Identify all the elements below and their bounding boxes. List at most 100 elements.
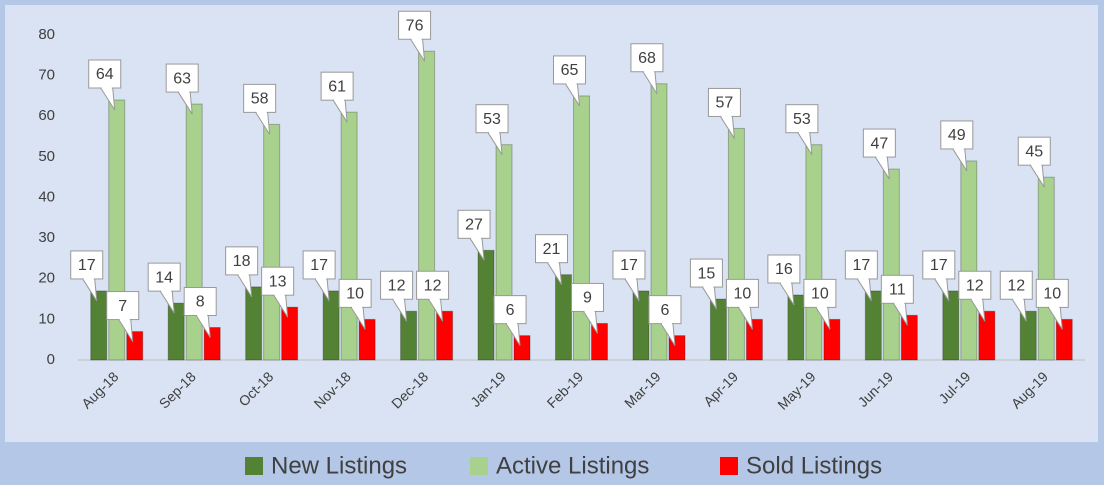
data-label: 17: [930, 257, 948, 274]
callout-box: [147, 262, 181, 292]
legend-swatch: [720, 457, 738, 475]
bar: [709, 298, 727, 361]
callout-pointer: [237, 274, 253, 298]
bar: [322, 290, 340, 361]
data-label: 12: [1007, 277, 1025, 294]
data-label: 13: [269, 273, 287, 290]
bar: [1037, 176, 1055, 361]
bar: [1019, 310, 1037, 361]
data-label: 61: [328, 78, 346, 95]
bar: [436, 310, 454, 361]
bar: [573, 95, 590, 361]
data-label: 17: [620, 257, 638, 274]
data-label: 76: [406, 17, 424, 34]
bar: [358, 318, 376, 361]
callout-box: [940, 120, 974, 150]
bar: [900, 314, 918, 361]
bar: [591, 322, 608, 361]
bar: [650, 83, 668, 361]
callout-box: [225, 246, 259, 276]
callout-pointer: [428, 298, 444, 322]
callout-pointer: [815, 307, 831, 330]
data-label: 6: [661, 302, 670, 319]
bar: [340, 111, 358, 361]
callout-pointer: [874, 156, 890, 180]
bar: [745, 318, 763, 361]
callout-pointer: [970, 298, 986, 322]
bar: [864, 290, 882, 361]
data-label: 12: [388, 277, 406, 294]
callout-pointer: [177, 91, 193, 115]
callout-pointer: [505, 323, 521, 346]
bar: [263, 123, 281, 361]
callout-pointer: [392, 298, 408, 322]
data-label: 8: [196, 294, 205, 311]
y-tick-label: 0: [47, 351, 55, 368]
callout-box: [612, 250, 646, 280]
bar: [281, 306, 299, 361]
callout-box: [416, 270, 450, 300]
legend-label: Sold Listings: [746, 452, 882, 479]
bar: [978, 310, 996, 361]
legend-swatch: [470, 457, 488, 475]
callout-pointer: [100, 87, 116, 111]
callout-pointer: [934, 278, 950, 302]
data-label: 49: [948, 127, 966, 144]
callout-box: [475, 104, 509, 134]
bar: [203, 327, 221, 361]
callout-pointer: [1011, 298, 1027, 322]
callout-pointer: [642, 71, 658, 95]
callout-pointer: [797, 132, 813, 155]
callout-pointer: [159, 290, 175, 314]
callout-box: [844, 250, 878, 280]
callout-pointer: [255, 112, 271, 135]
callout-box: [707, 87, 741, 117]
callout-box: [88, 59, 122, 89]
callout-pointer: [720, 116, 735, 139]
data-label: 15: [698, 265, 716, 282]
bar: [90, 290, 108, 361]
data-label: 64: [96, 66, 114, 83]
bar: [245, 286, 263, 361]
y-tick-label: 50: [38, 148, 55, 165]
data-label: 11: [889, 282, 906, 299]
callout-pointer: [410, 38, 426, 62]
y-tick-label: 70: [38, 67, 55, 84]
bar: [727, 127, 745, 361]
callout-box: [880, 274, 914, 304]
callout-box: [785, 104, 819, 134]
callout-box: [398, 10, 432, 40]
callout-pointer: [702, 286, 717, 310]
bar: [477, 249, 495, 361]
callout-pointer: [195, 315, 211, 338]
data-label: 10: [346, 286, 364, 303]
data-label: 17: [852, 257, 870, 274]
callout-pointer: [469, 238, 485, 261]
y-tick-label: 10: [38, 310, 55, 327]
data-label: 14: [155, 269, 173, 286]
data-label: 18: [233, 253, 251, 270]
bar: [805, 144, 823, 361]
data-label: 65: [561, 62, 579, 79]
data-label: 10: [734, 286, 752, 303]
callout-box: [320, 71, 354, 101]
callout-box: [862, 128, 896, 158]
data-label: 53: [483, 111, 501, 128]
data-label: 47: [870, 135, 888, 152]
data-label: 10: [1043, 286, 1061, 303]
callout-pointer: [738, 307, 753, 330]
callout-pointer: [273, 294, 289, 318]
data-label: 21: [543, 241, 561, 258]
callout-pointer: [82, 278, 98, 302]
bar: [942, 290, 960, 361]
data-label: 6: [506, 302, 515, 319]
callout-pointer: [856, 278, 872, 302]
y-tick-label: 80: [38, 26, 55, 43]
y-tick-label: 40: [38, 188, 55, 205]
callout-pointer: [779, 282, 795, 306]
data-label: 9: [583, 290, 592, 307]
data-label: 12: [966, 277, 984, 294]
callout-box: [648, 295, 682, 325]
legend-label: Active Listings: [496, 452, 649, 479]
